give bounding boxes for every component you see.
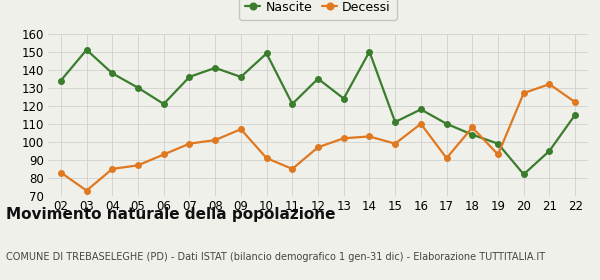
Nascite xyxy=(83,48,90,52)
Decessi xyxy=(212,138,219,142)
Text: Movimento naturale della popolazione: Movimento naturale della popolazione xyxy=(6,207,335,222)
Nascite xyxy=(263,52,270,55)
Decessi xyxy=(57,171,64,174)
Decessi xyxy=(494,153,502,156)
Nascite xyxy=(469,133,476,136)
Nascite xyxy=(572,113,579,116)
Nascite xyxy=(340,97,347,100)
Nascite xyxy=(417,108,424,111)
Decessi xyxy=(314,146,322,149)
Decessi xyxy=(289,167,296,171)
Nascite xyxy=(186,75,193,79)
Decessi xyxy=(340,137,347,140)
Decessi xyxy=(186,142,193,145)
Nascite xyxy=(289,102,296,106)
Decessi xyxy=(109,167,116,171)
Decessi xyxy=(134,164,142,167)
Nascite xyxy=(443,122,450,125)
Decessi xyxy=(417,122,424,125)
Nascite xyxy=(392,120,399,124)
Line: Nascite: Nascite xyxy=(58,47,578,177)
Decessi xyxy=(263,157,270,160)
Decessi xyxy=(392,142,399,145)
Decessi xyxy=(237,128,244,131)
Decessi xyxy=(572,101,579,104)
Decessi xyxy=(83,189,90,192)
Decessi xyxy=(469,126,476,129)
Decessi xyxy=(160,153,167,156)
Decessi xyxy=(366,135,373,138)
Decessi xyxy=(520,92,527,95)
Nascite xyxy=(366,50,373,53)
Nascite xyxy=(494,142,502,145)
Nascite xyxy=(109,72,116,75)
Nascite xyxy=(134,86,142,89)
Nascite xyxy=(212,66,219,69)
Decessi xyxy=(546,82,553,86)
Nascite xyxy=(314,77,322,80)
Nascite xyxy=(57,79,64,82)
Text: COMUNE DI TREBASELEGHE (PD) - Dati ISTAT (bilancio demografico 1 gen-31 dic) - E: COMUNE DI TREBASELEGHE (PD) - Dati ISTAT… xyxy=(6,252,545,262)
Nascite xyxy=(160,102,167,106)
Decessi xyxy=(443,157,450,160)
Nascite xyxy=(237,75,244,79)
Line: Decessi: Decessi xyxy=(58,81,578,193)
Legend: Nascite, Decessi: Nascite, Decessi xyxy=(239,0,397,20)
Nascite xyxy=(546,149,553,153)
Nascite xyxy=(520,173,527,176)
